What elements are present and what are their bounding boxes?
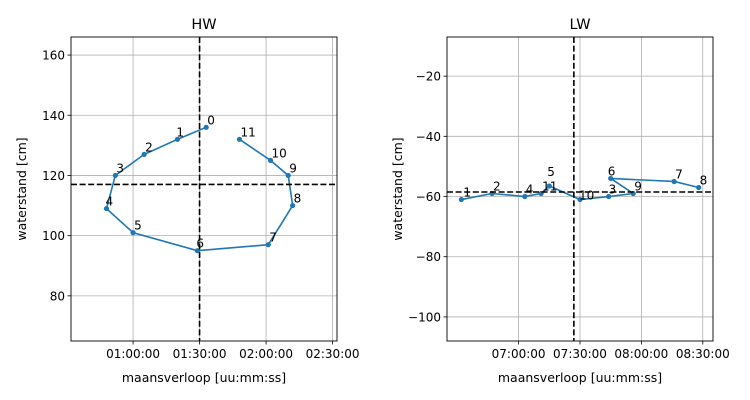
data-point: [522, 193, 528, 200]
data-point: [236, 136, 243, 142]
data-point: [458, 196, 464, 203]
y-tick-label: −40: [416, 130, 441, 144]
data-label: 1: [176, 125, 184, 139]
data-point: [130, 230, 136, 236]
y-axis-label: waterstand [cm]: [14, 137, 29, 240]
data-label: 2: [493, 180, 501, 194]
chart-title: LW: [569, 17, 590, 33]
axes-frame: [70, 36, 338, 342]
data-label: 11: [240, 125, 255, 139]
data-point: [112, 172, 118, 179]
y-tick-label: −60: [416, 190, 441, 204]
data-label: 9: [289, 161, 297, 175]
y-tick-label: 140: [42, 109, 65, 123]
data-point: [194, 248, 200, 254]
y-tick-label: 160: [42, 49, 65, 63]
data-label: 9: [634, 180, 642, 194]
data-label: 10: [579, 189, 594, 203]
data-label: 7: [675, 167, 683, 181]
data-point: [174, 136, 180, 142]
data-point: [141, 151, 147, 157]
data-label: 4: [105, 195, 113, 209]
axes-frame: [446, 36, 714, 342]
x-tick-label: 01:00:00: [106, 347, 160, 361]
x-axis-label: maansverloop [uu:mm:ss]: [498, 370, 662, 385]
data-point: [608, 175, 614, 182]
data-label: 0: [207, 113, 215, 127]
chart-panel-lw: 07:00:00 07:30:00 08:00:00 08:30:00 −100 −80 −…: [390, 17, 730, 385]
y-tick-label: −100: [408, 310, 441, 324]
y-tick-label: 120: [42, 169, 65, 183]
x-tick-label: 07:00:00: [492, 347, 546, 361]
y-tick-label: −80: [416, 250, 441, 264]
data-label: 3: [609, 183, 617, 197]
y-tick-label: −20: [416, 70, 441, 84]
data-point: [267, 157, 274, 164]
data-point: [290, 202, 296, 209]
data-label: 5: [134, 219, 142, 233]
chart-panel-hw: 01:00:00 01:30:00 02:00:00 02:30:0080100120…: [14, 17, 360, 385]
y-tick-label: 80: [50, 289, 65, 303]
data-label: 3: [116, 161, 124, 175]
x-tick-label: 02:30:00: [306, 347, 360, 361]
x-tick-label: 08:30:00: [676, 347, 730, 361]
x-tick-label: 08:00:00: [614, 347, 668, 361]
data-point: [577, 196, 583, 203]
data-point: [671, 178, 677, 185]
data-point: [696, 184, 702, 191]
x-axis-label: maansverloop [uu:mm:ss]: [122, 370, 286, 385]
series-line: [105, 126, 294, 252]
data-label: 2: [145, 140, 153, 154]
data-label: 6: [608, 164, 616, 178]
chart-title: HW: [191, 17, 216, 33]
data-point: [203, 124, 209, 130]
x-tick-label: 07:30:00: [553, 347, 607, 361]
x-tick-label: 02:00:00: [239, 347, 293, 361]
data-label: 8: [700, 173, 708, 187]
data-point: [546, 183, 552, 189]
y-axis-label: waterstand [cm]: [390, 137, 405, 240]
data-label: 10: [272, 146, 287, 160]
data-label: 4: [526, 183, 534, 197]
data-point: [285, 172, 291, 179]
data-label: 7: [269, 231, 277, 245]
data-label: 5: [547, 165, 555, 179]
data-point: [606, 193, 612, 200]
data-point: [103, 205, 110, 212]
data-label: 8: [294, 192, 302, 206]
y-tick-label: 100: [42, 229, 65, 243]
data-point: [265, 242, 271, 248]
x-tick-label: 01:30:00: [173, 347, 227, 361]
